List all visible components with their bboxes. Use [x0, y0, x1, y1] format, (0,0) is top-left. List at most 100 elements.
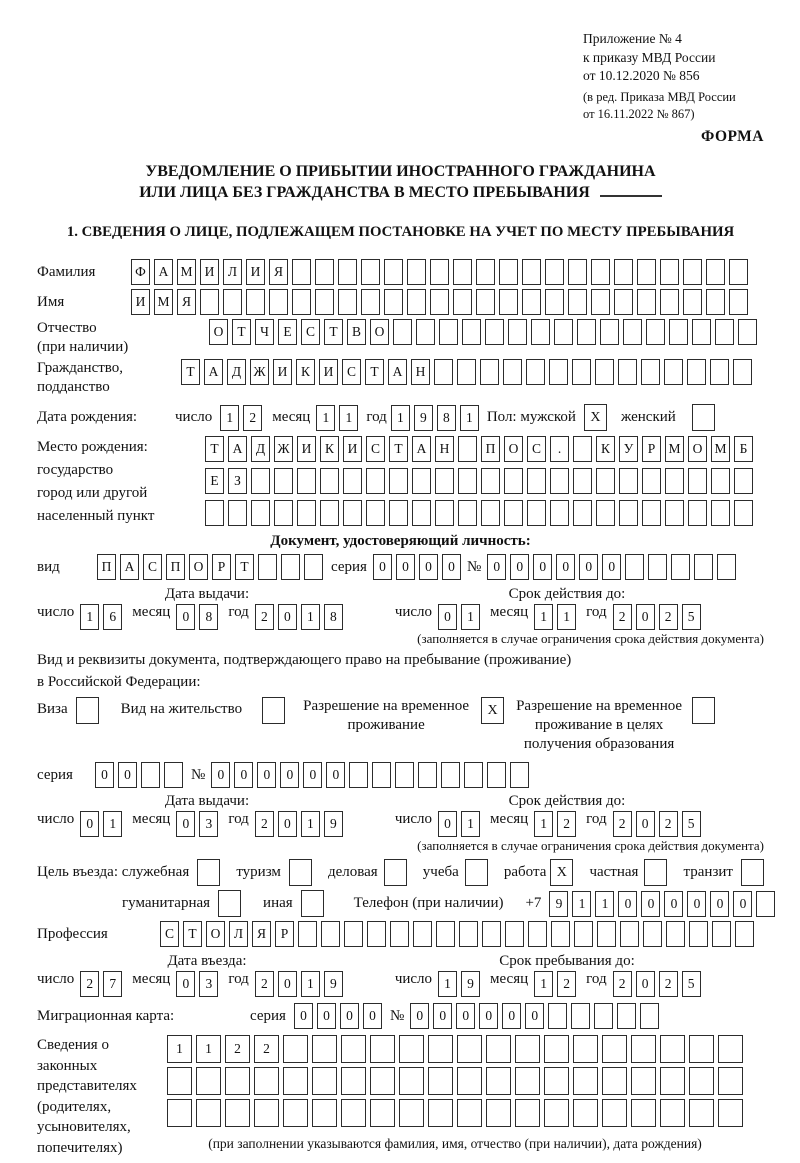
char-cell[interactable]: И [319, 359, 338, 386]
char-cell[interactable]: Л [223, 259, 242, 286]
char-cell[interactable]: 1 [461, 604, 481, 631]
char-cell[interactable]: 0 [441, 554, 461, 581]
char-cell[interactable] [366, 468, 385, 495]
char-cell[interactable] [288, 859, 312, 887]
purpose-transit-checkbox[interactable] [740, 859, 764, 887]
char-cell[interactable] [646, 319, 665, 346]
char-cell[interactable] [413, 921, 432, 948]
char-cell[interactable]: 0 [687, 890, 707, 917]
char-cell[interactable] [430, 259, 449, 286]
char-cell[interactable] [407, 259, 426, 286]
char-cell[interactable] [312, 1035, 337, 1064]
char-cell[interactable] [669, 319, 688, 346]
char-cell[interactable]: П [166, 554, 185, 581]
temp-residence-checkbox[interactable]: X [481, 697, 505, 725]
char-cell[interactable] [596, 468, 615, 495]
char-cell[interactable]: 0 [510, 554, 530, 581]
char-cell[interactable]: 0 [438, 811, 458, 838]
char-cell[interactable]: 0 [433, 1003, 453, 1030]
char-cell[interactable] [274, 468, 293, 495]
char-cell[interactable] [573, 436, 592, 463]
char-cell[interactable]: 0 [502, 1003, 522, 1030]
char-cell[interactable] [527, 500, 546, 527]
char-cell[interactable]: 0 [362, 1003, 382, 1030]
char-cell[interactable] [544, 1067, 569, 1096]
char-cell[interactable] [370, 1067, 395, 1096]
char-cell[interactable]: 0 [277, 811, 297, 838]
char-cell[interactable] [225, 1067, 250, 1096]
char-cell[interactable]: 2 [612, 604, 632, 631]
char-cell[interactable] [486, 1099, 511, 1128]
char-cell[interactable] [718, 1035, 743, 1064]
char-cell[interactable]: 8 [199, 604, 219, 631]
char-cell[interactable] [435, 500, 454, 527]
char-cell[interactable] [75, 697, 99, 725]
char-cell[interactable] [706, 259, 725, 286]
char-cell[interactable]: 9 [461, 971, 481, 998]
char-cell[interactable] [631, 1067, 656, 1096]
char-cell[interactable]: 0 [316, 1003, 336, 1030]
char-cell[interactable] [740, 859, 764, 887]
char-cell[interactable]: А [154, 259, 173, 286]
char-cell[interactable] [711, 468, 730, 495]
char-cell[interactable]: М [665, 436, 684, 463]
char-cell[interactable] [660, 1035, 685, 1064]
char-cell[interactable]: Я [252, 921, 271, 948]
char-cell[interactable] [568, 259, 587, 286]
char-cell[interactable]: 0 [438, 604, 458, 631]
char-cell[interactable] [712, 921, 731, 948]
char-cell[interactable]: Т [365, 359, 384, 386]
char-cell[interactable]: 0 [211, 762, 231, 789]
char-cell[interactable] [591, 289, 610, 316]
char-cell[interactable]: 0 [418, 554, 438, 581]
char-cell[interactable]: О [370, 319, 389, 346]
char-cell[interactable]: С [143, 554, 162, 581]
char-cell[interactable] [600, 319, 619, 346]
char-cell[interactable] [640, 1003, 660, 1030]
char-cell[interactable] [395, 762, 415, 789]
char-cell[interactable]: 1 [339, 404, 359, 431]
char-cell[interactable] [453, 259, 472, 286]
char-cell[interactable] [614, 289, 633, 316]
char-cell[interactable]: 0 [533, 554, 553, 581]
char-cell[interactable] [399, 1067, 424, 1096]
char-cell[interactable]: 2 [658, 971, 678, 998]
char-cell[interactable]: 2 [557, 971, 577, 998]
char-cell[interactable] [258, 554, 277, 581]
char-cell[interactable] [573, 500, 592, 527]
char-cell[interactable]: Р [642, 436, 661, 463]
char-cell[interactable] [486, 1035, 511, 1064]
char-cell[interactable] [481, 500, 500, 527]
char-cell[interactable]: З [228, 468, 247, 495]
char-cell[interactable] [297, 468, 316, 495]
char-cell[interactable] [554, 319, 573, 346]
char-cell[interactable]: 9 [323, 971, 343, 998]
char-cell[interactable]: Ж [250, 359, 269, 386]
char-cell[interactable] [689, 1035, 714, 1064]
char-cell[interactable]: 0 [280, 762, 300, 789]
char-cell[interactable] [515, 1099, 540, 1128]
char-cell[interactable] [487, 762, 507, 789]
char-cell[interactable] [435, 468, 454, 495]
purpose-private-checkbox[interactable] [644, 859, 668, 887]
char-cell[interactable] [644, 859, 668, 887]
char-cell[interactable] [689, 1099, 714, 1128]
char-cell[interactable]: 2 [658, 604, 678, 631]
char-cell[interactable]: 0 [602, 554, 622, 581]
char-cell[interactable] [384, 289, 403, 316]
char-cell[interactable]: 1 [220, 404, 240, 431]
char-cell[interactable] [528, 921, 547, 948]
char-cell[interactable] [642, 500, 661, 527]
char-cell[interactable] [660, 259, 679, 286]
char-cell[interactable] [614, 259, 633, 286]
char-cell[interactable] [383, 859, 407, 887]
char-cell[interactable]: С [301, 319, 320, 346]
char-cell[interactable] [372, 762, 392, 789]
